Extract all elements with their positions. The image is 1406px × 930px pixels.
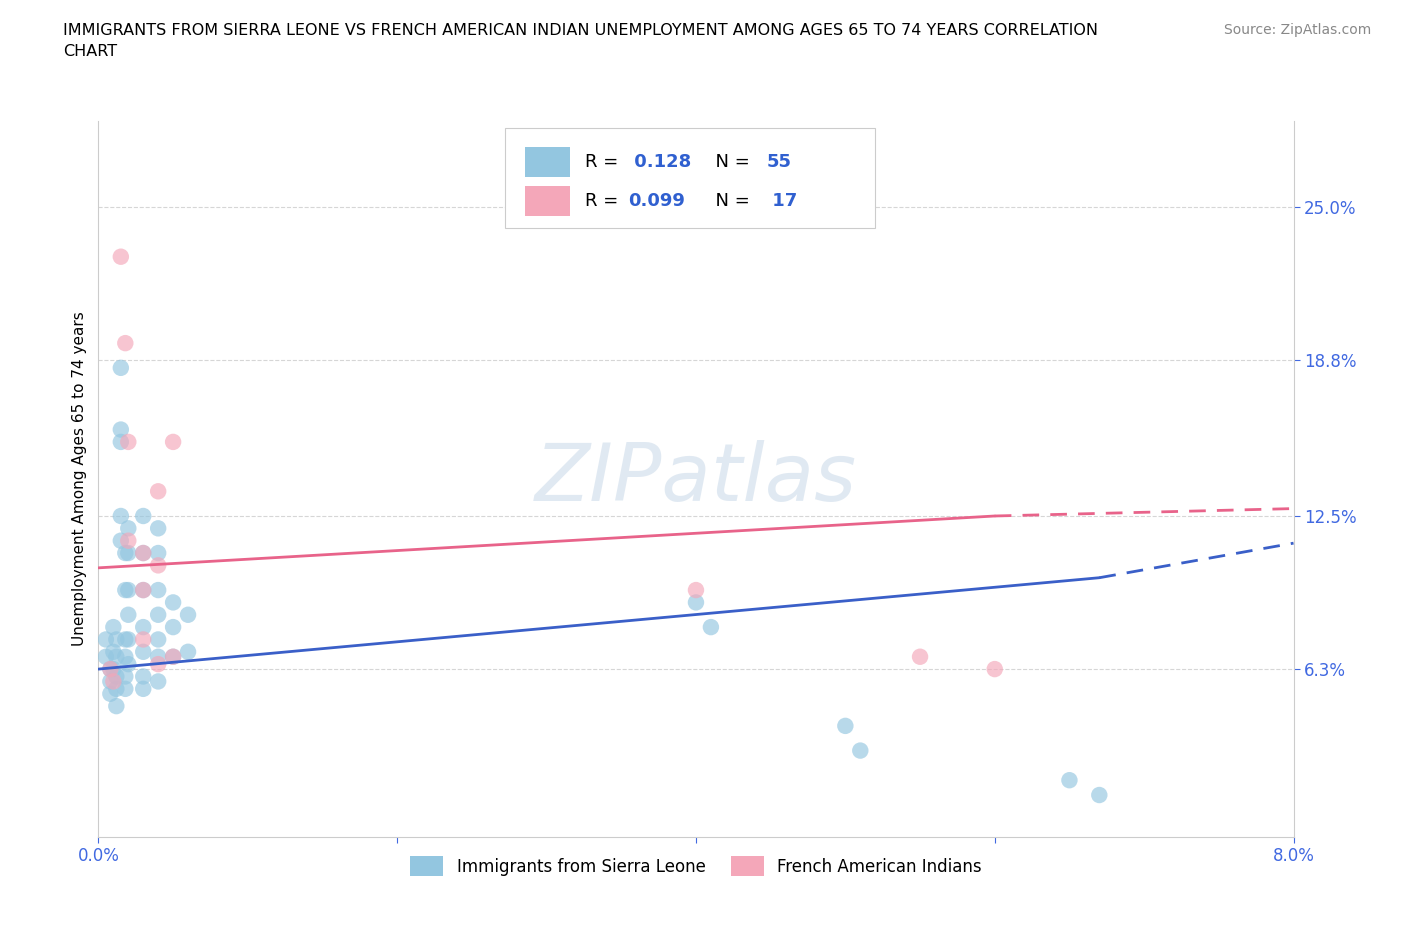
Text: 0.128: 0.128: [628, 153, 692, 171]
Point: [110, 509, 132, 524]
Point: [117, 521, 139, 536]
Point: [132, 582, 155, 597]
Point: [117, 582, 139, 597]
Point: [132, 546, 155, 561]
Point: [177, 644, 200, 659]
Point: [132, 632, 155, 647]
Point: [148, 649, 170, 664]
FancyBboxPatch shape: [524, 186, 571, 216]
Point: [148, 521, 170, 536]
Text: IMMIGRANTS FROM SIERRA LEONE VS FRENCH AMERICAN INDIAN UNEMPLOYMENT AMONG AGES 6: IMMIGRANTS FROM SIERRA LEONE VS FRENCH A…: [63, 23, 1098, 60]
Point: [984, 661, 1007, 676]
Point: [114, 632, 136, 647]
Text: N =: N =: [704, 153, 756, 171]
Point: [117, 607, 139, 622]
Point: [908, 649, 931, 664]
Point: [148, 632, 170, 647]
Point: [114, 682, 136, 697]
Point: [148, 546, 170, 561]
Point: [110, 533, 132, 548]
Text: R =: R =: [585, 153, 624, 171]
FancyBboxPatch shape: [505, 128, 875, 229]
Point: [105, 682, 128, 697]
Point: [834, 719, 856, 734]
Point: [849, 743, 872, 758]
Point: [685, 595, 707, 610]
Point: [1059, 773, 1081, 788]
Point: [117, 546, 139, 561]
Point: [162, 649, 184, 664]
Point: [103, 674, 125, 689]
Point: [117, 533, 139, 548]
Point: [110, 361, 132, 376]
Point: [162, 595, 184, 610]
Point: [148, 582, 170, 597]
Point: [132, 644, 155, 659]
Point: [685, 582, 707, 597]
Y-axis label: Unemployment Among Ages 65 to 74 years: Unemployment Among Ages 65 to 74 years: [72, 312, 87, 646]
Point: [117, 657, 139, 671]
Point: [114, 669, 136, 684]
Point: [103, 644, 125, 659]
Point: [148, 607, 170, 622]
Point: [98, 686, 122, 701]
Point: [132, 682, 155, 697]
Point: [98, 674, 122, 689]
Point: [132, 546, 155, 561]
Point: [110, 249, 132, 264]
Text: R =: R =: [585, 193, 624, 210]
Point: [103, 619, 125, 634]
Text: 55: 55: [766, 153, 792, 171]
FancyBboxPatch shape: [524, 147, 571, 178]
Point: [98, 661, 122, 676]
Point: [162, 619, 184, 634]
Text: 17: 17: [766, 193, 797, 210]
Point: [132, 669, 155, 684]
Point: [148, 484, 170, 498]
Point: [1088, 788, 1111, 803]
Text: N =: N =: [704, 193, 756, 210]
Point: [94, 649, 117, 664]
Point: [105, 669, 128, 684]
Point: [110, 422, 132, 437]
Point: [117, 632, 139, 647]
Text: 0.099: 0.099: [628, 193, 685, 210]
Point: [114, 546, 136, 561]
Point: [148, 674, 170, 689]
Point: [114, 582, 136, 597]
Text: Source: ZipAtlas.com: Source: ZipAtlas.com: [1223, 23, 1371, 37]
Legend: Immigrants from Sierra Leone, French American Indians: Immigrants from Sierra Leone, French Ame…: [404, 850, 988, 883]
Point: [177, 607, 200, 622]
Point: [114, 336, 136, 351]
Point: [132, 582, 155, 597]
Point: [114, 649, 136, 664]
Point: [105, 698, 128, 713]
Point: [700, 619, 723, 634]
Point: [110, 434, 132, 449]
Point: [132, 619, 155, 634]
Point: [148, 558, 170, 573]
Point: [98, 661, 122, 676]
Point: [162, 649, 184, 664]
Point: [105, 632, 128, 647]
Text: ZIPatlas: ZIPatlas: [534, 440, 858, 518]
Point: [148, 657, 170, 671]
Point: [94, 632, 117, 647]
Point: [117, 434, 139, 449]
Point: [132, 509, 155, 524]
Point: [105, 649, 128, 664]
Point: [162, 434, 184, 449]
Point: [103, 661, 125, 676]
